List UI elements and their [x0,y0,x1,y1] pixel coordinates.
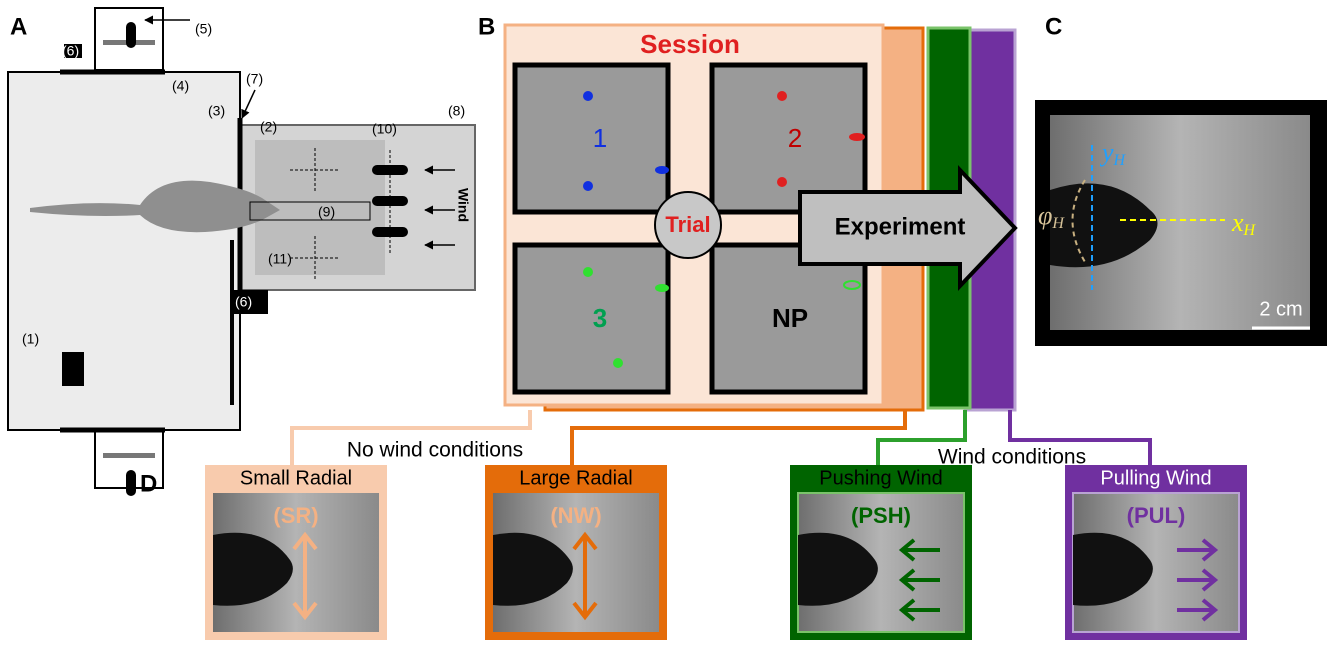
label: (2) [260,119,277,135]
marker [613,358,623,368]
panel-c: C yH xH φH 2 cm [1035,13,1327,346]
label: (7) [246,71,263,87]
trial-image [515,65,668,212]
panel-d: D No wind conditions Wind conditions Sma… [140,410,1247,640]
arena [8,72,240,430]
marker [583,91,593,101]
condition-code: (PUL) [1127,503,1186,528]
marker [777,91,787,101]
label: (5) [195,21,212,37]
condition-name: Pushing Wind [819,467,942,489]
condition-code: (SR) [273,503,318,528]
condition-name: Small Radial [240,467,352,489]
bar [103,453,155,458]
experiment-label: Experiment [835,213,966,240]
marker [849,133,865,141]
marker [583,267,593,277]
panel-b: B Session 1 2 3 NP Experiment Trial [478,13,1015,410]
session-title: Session [640,29,740,59]
lever [126,22,136,48]
marker [583,181,593,191]
condition-name: Large Radial [519,467,632,489]
marker [655,284,669,292]
panel-a: A (1) (2) (3) (4) (5 [8,8,475,496]
trial-image [515,245,668,392]
condition-name: Pulling Wind [1100,467,1211,489]
panel-letter: A [10,13,27,40]
trial-number: 2 [788,123,802,153]
marker [655,166,669,174]
label: (3) [208,103,225,119]
scale-label: 2 cm [1259,298,1302,320]
sensor [62,352,84,386]
trial-label: Trial [665,212,710,237]
panel-letter: D [140,470,157,497]
marker [777,177,787,187]
wind-label: Wind [455,188,471,222]
label: (9) [318,204,335,220]
label: (10) [372,121,397,137]
label: (6) [62,43,79,59]
trial-number: NP [772,303,808,333]
label: (11) [268,251,292,267]
trial-number: 1 [593,123,607,153]
condition-code: (NW) [550,503,601,528]
label: (1) [22,331,39,347]
label: (8) [448,103,465,119]
trial-number: 3 [593,303,607,333]
label: (6) [235,294,252,310]
group-label: No wind conditions [347,439,523,462]
label: (4) [172,78,189,94]
connector [572,410,905,465]
panel-letter: B [478,13,495,40]
condition-code: (PSH) [851,503,911,528]
lever [126,470,136,496]
panel-letter: C [1045,13,1062,40]
figure: A (1) (2) (3) (4) (5 [0,0,1332,648]
